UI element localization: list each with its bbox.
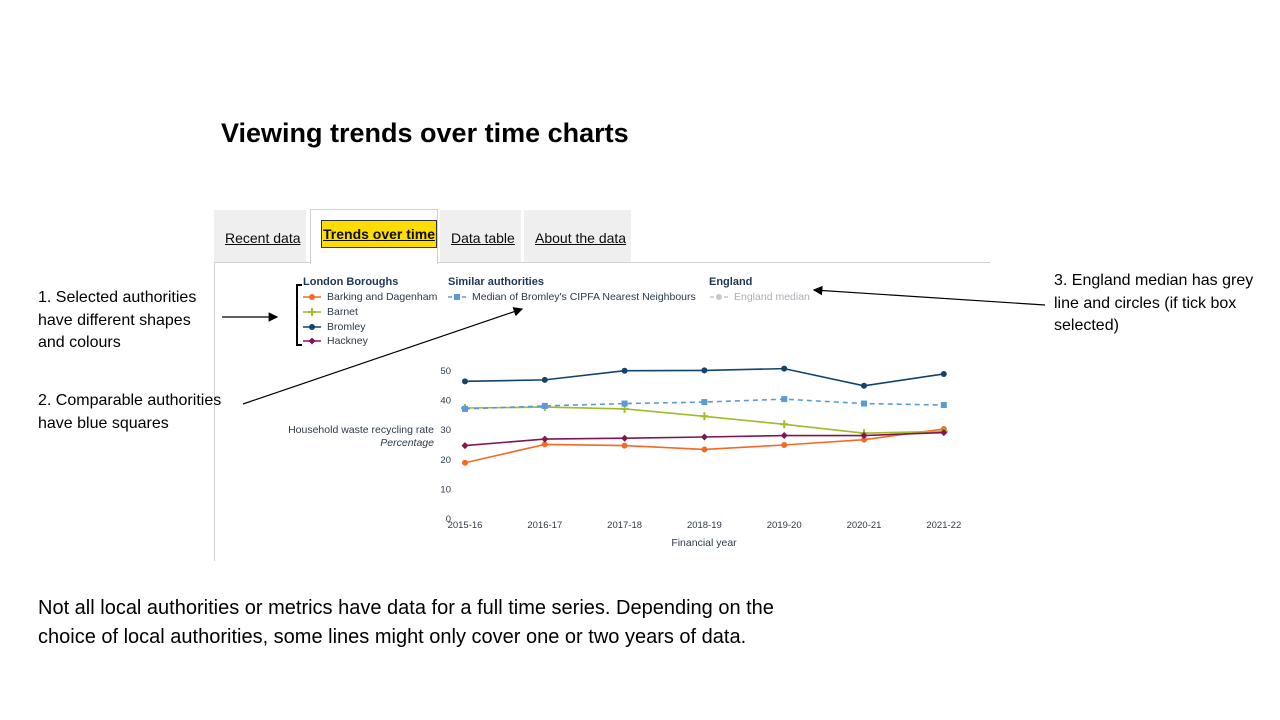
chart-area bbox=[214, 263, 991, 561]
data-point bbox=[940, 402, 947, 409]
data-point bbox=[861, 400, 867, 407]
data-point bbox=[541, 402, 548, 409]
footer-note: Not all local authorities or metrics hav… bbox=[38, 597, 774, 648]
annotation-england-median: 3. England median has grey line and circ… bbox=[1054, 272, 1254, 334]
tab-trends-over-time[interactable]: Trends over time bbox=[310, 209, 438, 264]
legend-swatch-marker bbox=[454, 294, 460, 300]
x-tick-label: 2020-21 bbox=[847, 520, 882, 531]
legend-heading-london-boroughs: London Boroughs bbox=[303, 276, 399, 288]
x-tick-label: 2018-19 bbox=[687, 520, 722, 531]
annotation-comparable-authorities: 2. Comparable authorities have blue squa… bbox=[38, 392, 222, 432]
y-tick-label: 20 bbox=[440, 455, 451, 466]
data-point bbox=[541, 441, 548, 448]
data-point bbox=[621, 367, 628, 374]
annotation-arrow bbox=[812, 285, 1046, 306]
y-tick-label: 10 bbox=[440, 484, 451, 495]
tab-data-table[interactable]: Data table bbox=[440, 210, 521, 262]
data-point bbox=[701, 446, 708, 453]
tab-label: About the data bbox=[535, 230, 627, 246]
tab-bar: Recent data Trends over time Data table … bbox=[214, 209, 990, 264]
data-point bbox=[861, 436, 867, 443]
data-point bbox=[462, 459, 468, 466]
y-tick-label: 50 bbox=[440, 366, 451, 377]
data-point bbox=[700, 433, 708, 441]
legend-swatch-marker bbox=[309, 324, 315, 330]
data-point bbox=[940, 370, 947, 377]
data-point bbox=[621, 400, 628, 407]
legend-swatch-marker bbox=[308, 337, 316, 345]
tab-label: Recent data bbox=[225, 230, 301, 246]
x-tick-label: 2015-16 bbox=[448, 520, 483, 531]
data-point bbox=[701, 367, 708, 374]
data-panel: Recent data Trends over time Data table … bbox=[214, 209, 990, 561]
x-axis-label: Financial year bbox=[671, 537, 737, 549]
tab-about-the-data[interactable]: About the data bbox=[524, 210, 631, 262]
data-point bbox=[861, 382, 867, 389]
y-tick-label: 0 bbox=[446, 514, 451, 525]
data-point bbox=[462, 378, 468, 385]
data-point bbox=[860, 432, 868, 440]
annotation-arrow bbox=[242, 307, 524, 405]
tab-recent-data[interactable]: Recent data bbox=[214, 210, 306, 262]
data-point bbox=[781, 396, 788, 403]
x-tick-label: 2019-20 bbox=[767, 520, 802, 531]
y-tick-label: 30 bbox=[440, 425, 451, 436]
legend-heading-similar-authorities: Similar authorities bbox=[448, 276, 544, 288]
data-point bbox=[780, 420, 789, 429]
data-point bbox=[462, 405, 468, 412]
page-title: Viewing trends over time charts bbox=[221, 118, 629, 148]
x-tick-label: 2016-17 bbox=[527, 520, 562, 531]
legend-heading-england: England bbox=[709, 276, 753, 288]
legend-swatch-marker bbox=[309, 294, 315, 300]
y-tick-label: 40 bbox=[440, 396, 451, 407]
tab-label: Data table bbox=[451, 230, 515, 246]
data-point bbox=[701, 399, 708, 406]
y-axis-label: Household waste recycling rate bbox=[288, 424, 434, 436]
legend-item-bromley[interactable]: Bromley bbox=[327, 321, 366, 333]
data-point bbox=[621, 434, 629, 442]
x-tick-label: 2017-18 bbox=[607, 520, 642, 531]
legend-item-england-median[interactable]: England median bbox=[734, 291, 810, 303]
tab-label: Trends over time bbox=[321, 220, 438, 248]
legend-swatch-marker bbox=[308, 308, 316, 316]
x-tick-label: 2021-22 bbox=[926, 520, 961, 531]
data-point bbox=[541, 376, 548, 383]
y-axis-unit: Percentage bbox=[380, 437, 434, 449]
data-point bbox=[780, 432, 788, 440]
data-point bbox=[461, 442, 469, 450]
annotation-selected-authorities: 1. Selected authorities have different s… bbox=[38, 289, 197, 351]
legend-item-hackney[interactable]: Hackney bbox=[327, 335, 368, 347]
data-point bbox=[700, 412, 709, 421]
data-point bbox=[781, 365, 788, 372]
legend-item-cipfa-median[interactable]: Median of Bromley's CIPFA Nearest Neighb… bbox=[472, 291, 696, 303]
data-point bbox=[541, 435, 549, 443]
legend-item-barnet[interactable]: Barnet bbox=[327, 306, 358, 318]
legend-bracket bbox=[296, 284, 302, 346]
data-point bbox=[781, 442, 788, 448]
legend-swatch-marker bbox=[716, 294, 722, 300]
legend-item-barking[interactable]: Barking and Dagenham bbox=[327, 291, 438, 303]
data-point bbox=[621, 442, 628, 449]
data-point bbox=[940, 429, 948, 437]
